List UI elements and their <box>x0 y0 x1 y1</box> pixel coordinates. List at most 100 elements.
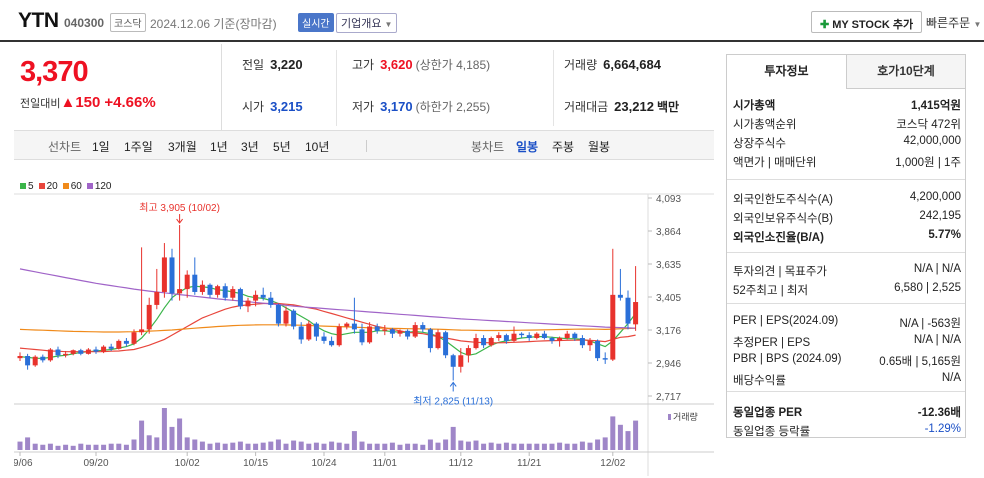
panel-row-value: N/A | N/A <box>913 334 961 346</box>
candle-body <box>359 329 365 343</box>
candle-body <box>85 349 91 354</box>
tab-investment-info[interactable]: 투자정보 <box>727 55 846 89</box>
volume-bar <box>139 420 145 450</box>
volume-bar <box>351 431 357 450</box>
chevron-down-icon: ▼ <box>973 20 982 29</box>
candle-daily[interactable]: 일봉 <box>516 140 539 154</box>
panel-row-value: 1,415억원 <box>911 100 961 112</box>
high-price: 고가 3,620 (상한가 4,185) <box>352 56 490 96</box>
volume-bar <box>526 443 532 450</box>
candle-body <box>435 332 441 349</box>
legend-item: 60 <box>62 181 82 192</box>
volume-bar <box>70 445 76 450</box>
candle-monthly[interactable]: 월봉 <box>588 140 611 154</box>
candle-body <box>389 329 395 334</box>
candle-body <box>321 336 327 341</box>
volume-bar <box>344 443 350 450</box>
volume-bar <box>253 443 259 450</box>
x-tick-label: 10/15 <box>243 458 268 469</box>
company-overview-dropdown[interactable]: 기업개요 ▼ <box>336 13 398 33</box>
candle-body <box>108 346 114 349</box>
upper-limit: (상한가 4,185) <box>415 58 491 72</box>
volume-bar <box>405 443 411 450</box>
candle-body <box>351 323 357 330</box>
volume-bar <box>579 441 585 450</box>
volume-bar <box>541 443 547 450</box>
volume-bar <box>169 426 175 450</box>
panel-row-value: 0.65배 | 5,165원 <box>879 356 961 368</box>
candle-body <box>344 323 350 327</box>
candle-body <box>306 323 312 340</box>
period-1w[interactable]: 1주일 <box>124 140 153 154</box>
period-1y[interactable]: 1년 <box>210 140 228 154</box>
volume-bar <box>534 443 540 450</box>
candle-body <box>131 332 137 344</box>
period-1d[interactable]: 1일 <box>92 140 110 154</box>
volume-bar <box>215 442 221 450</box>
candle-weekly[interactable]: 주봉 <box>552 140 575 154</box>
volume-bar <box>25 437 31 450</box>
x-tick-label: 10/24 <box>311 458 336 469</box>
volume-bar <box>47 443 53 450</box>
investment-info-panel: 투자정보 호가10단계 시가총액 1,415억원 시가총액순위 코스닥 472위 상장주… <box>726 54 966 438</box>
volume-legend-swatch <box>668 414 671 420</box>
volume-bar <box>617 424 623 450</box>
candle-body <box>473 338 479 349</box>
legend-label: 20 <box>46 181 58 192</box>
volume-bar <box>85 444 91 450</box>
volume-bar <box>473 440 479 450</box>
candle-body <box>557 338 563 341</box>
panel-divider <box>727 179 965 180</box>
candle-body <box>283 310 289 324</box>
candle-body <box>625 297 631 324</box>
change-value: 150 <box>75 94 101 111</box>
candle-body <box>199 284 205 292</box>
candlestick-chart-svg[interactable]: 4,093 3,864 3,635 3,405 3,176 2,946 2,717 09/06… <box>7 176 714 476</box>
candle-body <box>116 340 122 349</box>
period-5y[interactable]: 5년 <box>273 140 291 154</box>
low-value: 3,170 <box>380 99 413 114</box>
period-10y[interactable]: 10년 <box>305 140 330 154</box>
volume-bar <box>503 442 509 450</box>
quick-order-link[interactable]: 빠른주문 ▼ <box>926 14 981 31</box>
candle-body <box>526 335 532 339</box>
volume-bar <box>610 416 616 450</box>
period-3y[interactable]: 3년 <box>241 140 259 154</box>
volume-bar <box>625 431 631 450</box>
x-tick-label: 09/06 <box>14 458 33 469</box>
tab-order-book[interactable]: 호가10단계 <box>846 55 965 89</box>
chart-toolbar: 선차트 1일 1주일 3개월 1년 3년 5년 10년 봉차트 일봉 주봉 월봉 <box>14 130 714 160</box>
volume-bar <box>93 444 99 450</box>
candle-body <box>101 346 107 352</box>
volume-value: 6,664,684 <box>603 57 661 72</box>
add-mystock-button[interactable]: ✚ MY STOCK 추가 <box>811 11 923 33</box>
candle-body <box>184 274 190 290</box>
candle-body <box>617 294 623 298</box>
candle-body <box>427 329 433 349</box>
panel-divider <box>727 252 965 253</box>
panel-row-label: 상장주식수 <box>733 138 786 150</box>
high-annotation: 최고 3,905 (10/02) <box>139 202 220 214</box>
volume-bar <box>78 443 84 450</box>
volume-bar <box>55 445 61 450</box>
candle-body <box>298 326 304 340</box>
open-price: 시가 3,215 <box>242 98 303 138</box>
candle-body <box>291 310 297 327</box>
volume-bar <box>108 443 114 450</box>
volume-bar <box>177 418 183 450</box>
ma-line-5 <box>19 285 637 360</box>
panel-row-value: 코스닥 472위 <box>896 119 961 131</box>
volume-label: 거래량 <box>564 58 598 72</box>
panel-divider <box>727 391 965 392</box>
volume-bar <box>602 437 608 450</box>
candle-body <box>579 338 585 346</box>
period-3m[interactable]: 3개월 <box>168 140 197 154</box>
volume-bar <box>306 443 312 450</box>
price-block: 3,370 전일대비▲150 +4.66% <box>14 44 222 130</box>
chevron-down-icon: ▼ <box>384 20 393 29</box>
candle-body <box>17 355 23 359</box>
candle-body <box>177 289 183 294</box>
current-price: 3,370 <box>20 56 89 88</box>
x-tick-label: 11/01 <box>373 458 398 469</box>
realtime-button[interactable]: 실시간 <box>298 13 334 32</box>
